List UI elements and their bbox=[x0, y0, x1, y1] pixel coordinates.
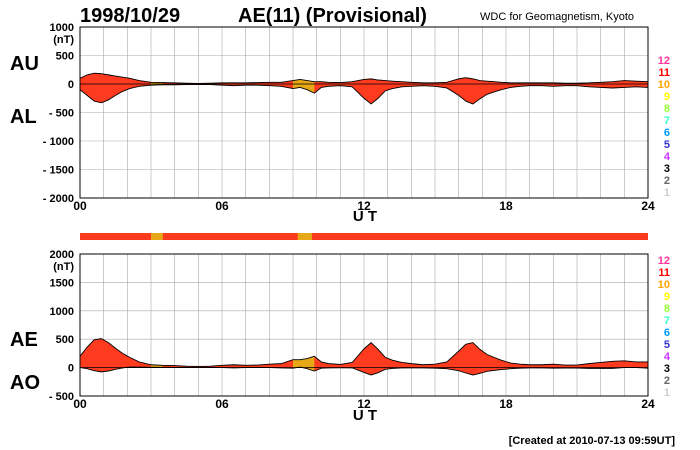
station-legend-item: 8 bbox=[664, 303, 670, 315]
station-legend-item: 6 bbox=[664, 327, 670, 339]
station-legend-item: 7 bbox=[664, 315, 670, 327]
station-legend-item: 6 bbox=[664, 127, 670, 139]
station-legend-item: 2 bbox=[664, 375, 670, 387]
upper-panel-xlabel: U T bbox=[353, 208, 377, 225]
y-tick-label: 1500 bbox=[50, 277, 74, 289]
station-legend-item: 8 bbox=[664, 103, 670, 115]
source-label: WDC for Geomagnetism, Kyoto bbox=[480, 11, 634, 23]
station-legend-item: 5 bbox=[664, 339, 670, 351]
series-line-au bbox=[79, 72, 649, 84]
station-legend-item: 11 bbox=[658, 267, 670, 279]
quality-bar-segment bbox=[297, 233, 312, 240]
station-legend-item: 10 bbox=[658, 279, 670, 291]
lower-panel-xlabel: U T bbox=[353, 407, 377, 424]
quality-bar-segment bbox=[151, 233, 163, 240]
panel-2: 2000 1500 1000 500 0 - 500 00 06 12 18 24 bbox=[49, 249, 655, 411]
station-legend-item: 10 bbox=[658, 79, 670, 91]
series-area-fill bbox=[80, 73, 648, 104]
station-legend-item: 3 bbox=[664, 163, 670, 175]
created-timestamp: [Created at 2010-07-13 09:59UT] bbox=[509, 435, 676, 447]
lower-panel-bottom-label: AO bbox=[10, 372, 40, 394]
y-tick-label: - 2000 bbox=[43, 193, 74, 205]
y-tick-label: - 500 bbox=[49, 108, 74, 120]
station-legend-item: 4 bbox=[664, 351, 671, 363]
index-title: AE(11) (Provisional) bbox=[238, 5, 427, 27]
y-tick-label: 1000 bbox=[50, 22, 74, 34]
lower-panel-top-label: AE bbox=[10, 329, 38, 351]
quality-bar-fill bbox=[80, 233, 648, 240]
x-tick-label: 12 bbox=[357, 397, 371, 411]
station-legend-item: 12 bbox=[658, 55, 670, 67]
plot-frame bbox=[79, 26, 649, 199]
upper-panel-unit: (nT) bbox=[53, 34, 74, 46]
y-tick-label: - 1500 bbox=[43, 165, 74, 177]
x-tick-label: 00 bbox=[73, 397, 87, 411]
series-line-ae bbox=[79, 338, 648, 367]
x-tick-label: 06 bbox=[215, 199, 229, 213]
series-area-alt bbox=[293, 356, 315, 372]
x-tick-label: 00 bbox=[73, 199, 87, 213]
y-tick-label: - 1000 bbox=[43, 136, 74, 148]
station-legend-item: 1 bbox=[664, 187, 670, 199]
upper-panel-bottom-label: AL bbox=[10, 106, 37, 128]
station-legend-item: 3 bbox=[664, 363, 670, 375]
station-legend-item: 1 bbox=[664, 387, 670, 399]
lower-panel-unit: (nT) bbox=[53, 261, 74, 273]
quality-bar bbox=[80, 233, 648, 240]
y-tick-label: 0 bbox=[68, 79, 74, 91]
station-legend-item: 9 bbox=[664, 291, 670, 303]
x-tick-label: 24 bbox=[641, 199, 655, 213]
y-tick-label: 500 bbox=[56, 334, 74, 346]
y-tick-label: 500 bbox=[56, 51, 74, 63]
plot-frame bbox=[79, 253, 649, 397]
y-tick-label: 1000 bbox=[50, 306, 74, 318]
x-tick-label: 18 bbox=[499, 397, 513, 411]
station-legend-item: 9 bbox=[664, 91, 670, 103]
series-area-fill bbox=[80, 338, 648, 375]
series-area-alt bbox=[293, 79, 315, 94]
panel-1: 1000 500 0 - 500 - 1000 - 1500 - 2000 00 06 12 18 2… bbox=[43, 22, 655, 213]
y-tick-label: 0 bbox=[68, 363, 74, 375]
station-legend-item: 7 bbox=[664, 115, 670, 127]
station-legend-item: 11 bbox=[658, 67, 670, 79]
x-tick-label: 12 bbox=[357, 199, 371, 213]
y-tick-label: 2000 bbox=[50, 249, 74, 261]
x-tick-label: 18 bbox=[499, 199, 513, 213]
upper-panel-top-label: AU bbox=[10, 53, 39, 75]
series-line-al bbox=[79, 84, 649, 105]
date-title: 1998/10/29 bbox=[80, 5, 180, 27]
y-tick-label: - 500 bbox=[49, 391, 74, 403]
station-legend-item: 2 bbox=[664, 175, 670, 187]
station-legend-item: 4 bbox=[664, 151, 671, 163]
x-tick-label: 24 bbox=[641, 397, 655, 411]
station-legend-item: 12 bbox=[658, 255, 670, 267]
station-legend-item: 5 bbox=[664, 139, 670, 151]
x-tick-label: 06 bbox=[215, 397, 229, 411]
